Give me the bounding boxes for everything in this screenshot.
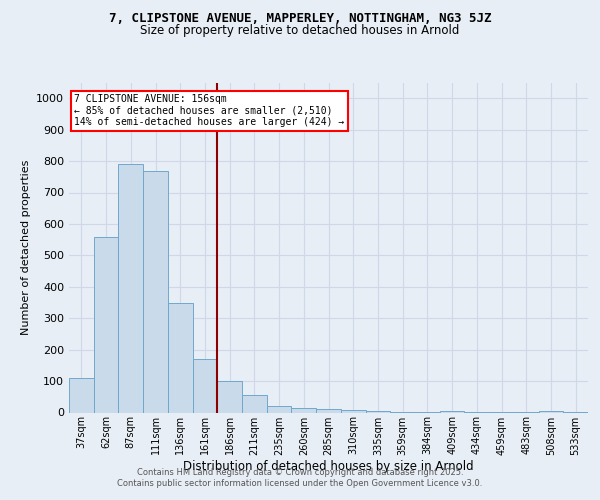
- Text: 7, CLIPSTONE AVENUE, MAPPERLEY, NOTTINGHAM, NG3 5JZ: 7, CLIPSTONE AVENUE, MAPPERLEY, NOTTINGH…: [109, 12, 491, 26]
- Bar: [118, 164, 143, 412]
- Bar: [267, 406, 292, 412]
- Bar: [143, 170, 168, 412]
- Bar: [168, 302, 193, 412]
- Bar: [193, 359, 217, 412]
- Bar: [440, 411, 464, 412]
- X-axis label: Distribution of detached houses by size in Arnold: Distribution of detached houses by size …: [183, 460, 474, 473]
- Bar: [69, 378, 94, 412]
- Y-axis label: Number of detached properties: Number of detached properties: [20, 160, 31, 335]
- Text: Contains HM Land Registry data © Crown copyright and database right 2025.
Contai: Contains HM Land Registry data © Crown c…: [118, 468, 482, 487]
- Bar: [292, 408, 316, 412]
- Bar: [94, 236, 118, 412]
- Bar: [341, 410, 365, 412]
- Bar: [242, 395, 267, 412]
- Bar: [365, 411, 390, 412]
- Bar: [217, 381, 242, 412]
- Text: Size of property relative to detached houses in Arnold: Size of property relative to detached ho…: [140, 24, 460, 37]
- Bar: [539, 411, 563, 412]
- Bar: [316, 410, 341, 412]
- Text: 7 CLIPSTONE AVENUE: 156sqm
← 85% of detached houses are smaller (2,510)
14% of s: 7 CLIPSTONE AVENUE: 156sqm ← 85% of deta…: [74, 94, 344, 127]
